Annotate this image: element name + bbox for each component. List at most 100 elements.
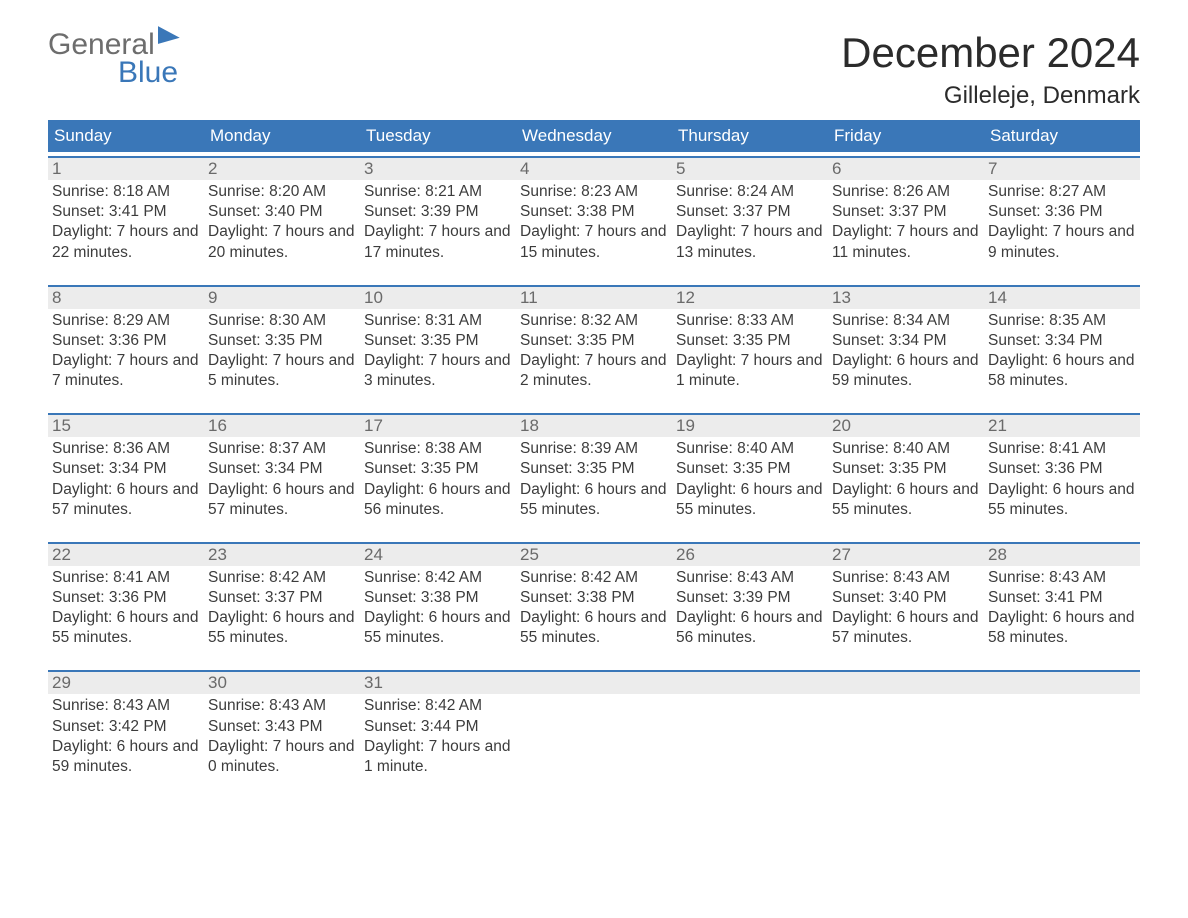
sunrise-text: Sunrise: 8:41 AM	[988, 439, 1136, 459]
sunrise-text: Sunrise: 8:27 AM	[988, 182, 1136, 202]
location: Gilleleje, Denmark	[841, 82, 1140, 110]
day-cell: 6Sunrise: 8:26 AMSunset: 3:37 PMDaylight…	[828, 158, 984, 281]
flag-icon	[158, 26, 180, 44]
week-row: 15Sunrise: 8:36 AMSunset: 3:34 PMDayligh…	[48, 413, 1140, 538]
day-number: 24	[360, 544, 516, 566]
day-number: 3	[360, 158, 516, 180]
daylight-text: Daylight: 6 hours and 55 minutes.	[364, 608, 512, 648]
sunset-text: Sunset: 3:35 PM	[364, 459, 512, 479]
sunrise-text: Sunrise: 8:30 AM	[208, 311, 356, 331]
sunset-text: Sunset: 3:40 PM	[832, 588, 980, 608]
sunset-text: Sunset: 3:37 PM	[676, 202, 824, 222]
title-block: December 2024 Gilleleje, Denmark	[841, 30, 1140, 110]
daylight-text: Daylight: 6 hours and 58 minutes.	[988, 608, 1136, 648]
sunset-text: Sunset: 3:36 PM	[52, 331, 200, 351]
day-body: Sunrise: 8:36 AMSunset: 3:34 PMDaylight:…	[48, 437, 204, 520]
day-cell-empty	[828, 672, 984, 795]
sunrise-text: Sunrise: 8:24 AM	[676, 182, 824, 202]
daylight-text: Daylight: 6 hours and 57 minutes.	[52, 480, 200, 520]
day-cell: 2Sunrise: 8:20 AMSunset: 3:40 PMDaylight…	[204, 158, 360, 281]
sunset-text: Sunset: 3:35 PM	[676, 459, 824, 479]
sunset-text: Sunset: 3:38 PM	[520, 202, 668, 222]
sunrise-text: Sunrise: 8:32 AM	[520, 311, 668, 331]
day-cell: 19Sunrise: 8:40 AMSunset: 3:35 PMDayligh…	[672, 415, 828, 538]
day-body: Sunrise: 8:26 AMSunset: 3:37 PMDaylight:…	[828, 180, 984, 263]
sunrise-text: Sunrise: 8:21 AM	[364, 182, 512, 202]
daylight-text: Daylight: 6 hours and 58 minutes.	[988, 351, 1136, 391]
sunset-text: Sunset: 3:38 PM	[364, 588, 512, 608]
sunset-text: Sunset: 3:39 PM	[676, 588, 824, 608]
daylight-text: Daylight: 7 hours and 5 minutes.	[208, 351, 356, 391]
day-number: 7	[984, 158, 1140, 180]
daylight-text: Daylight: 7 hours and 0 minutes.	[208, 737, 356, 777]
day-number: 26	[672, 544, 828, 566]
day-body: Sunrise: 8:23 AMSunset: 3:38 PMDaylight:…	[516, 180, 672, 263]
day-cell: 14Sunrise: 8:35 AMSunset: 3:34 PMDayligh…	[984, 287, 1140, 410]
daylight-text: Daylight: 7 hours and 1 minute.	[676, 351, 824, 391]
sunrise-text: Sunrise: 8:43 AM	[832, 568, 980, 588]
day-cell: 22Sunrise: 8:41 AMSunset: 3:36 PMDayligh…	[48, 544, 204, 667]
sunset-text: Sunset: 3:37 PM	[832, 202, 980, 222]
day-body: Sunrise: 8:30 AMSunset: 3:35 PMDaylight:…	[204, 309, 360, 392]
day-number: 5	[672, 158, 828, 180]
day-cell: 4Sunrise: 8:23 AMSunset: 3:38 PMDaylight…	[516, 158, 672, 281]
sunset-text: Sunset: 3:41 PM	[988, 588, 1136, 608]
sunrise-text: Sunrise: 8:36 AM	[52, 439, 200, 459]
daylight-text: Daylight: 7 hours and 15 minutes.	[520, 222, 668, 262]
day-body: Sunrise: 8:34 AMSunset: 3:34 PMDaylight:…	[828, 309, 984, 392]
day-number: 17	[360, 415, 516, 437]
sunset-text: Sunset: 3:42 PM	[52, 717, 200, 737]
day-cell: 27Sunrise: 8:43 AMSunset: 3:40 PMDayligh…	[828, 544, 984, 667]
sunrise-text: Sunrise: 8:29 AM	[52, 311, 200, 331]
daylight-text: Daylight: 6 hours and 55 minutes.	[208, 608, 356, 648]
daylight-text: Daylight: 6 hours and 59 minutes.	[832, 351, 980, 391]
brand-word-2: Blue	[118, 58, 180, 88]
week-row: 1Sunrise: 8:18 AMSunset: 3:41 PMDaylight…	[48, 156, 1140, 281]
day-body: Sunrise: 8:33 AMSunset: 3:35 PMDaylight:…	[672, 309, 828, 392]
day-body: Sunrise: 8:38 AMSunset: 3:35 PMDaylight:…	[360, 437, 516, 520]
day-body: Sunrise: 8:37 AMSunset: 3:34 PMDaylight:…	[204, 437, 360, 520]
day-cell: 28Sunrise: 8:43 AMSunset: 3:41 PMDayligh…	[984, 544, 1140, 667]
daylight-text: Daylight: 6 hours and 55 minutes.	[52, 608, 200, 648]
daylight-text: Daylight: 7 hours and 2 minutes.	[520, 351, 668, 391]
daylight-text: Daylight: 7 hours and 13 minutes.	[676, 222, 824, 262]
day-number: 18	[516, 415, 672, 437]
day-body: Sunrise: 8:42 AMSunset: 3:38 PMDaylight:…	[360, 566, 516, 649]
day-cell: 1Sunrise: 8:18 AMSunset: 3:41 PMDaylight…	[48, 158, 204, 281]
day-number	[984, 672, 1140, 694]
sunset-text: Sunset: 3:34 PM	[988, 331, 1136, 351]
daylight-text: Daylight: 6 hours and 56 minutes.	[676, 608, 824, 648]
day-number: 11	[516, 287, 672, 309]
day-body: Sunrise: 8:43 AMSunset: 3:42 PMDaylight:…	[48, 694, 204, 777]
day-number: 16	[204, 415, 360, 437]
day-number: 28	[984, 544, 1140, 566]
sunrise-text: Sunrise: 8:31 AM	[364, 311, 512, 331]
brand-logo: General Blue	[48, 30, 180, 88]
day-of-week: Thursday	[672, 120, 828, 152]
day-body: Sunrise: 8:43 AMSunset: 3:41 PMDaylight:…	[984, 566, 1140, 649]
day-number: 4	[516, 158, 672, 180]
day-number: 23	[204, 544, 360, 566]
sunset-text: Sunset: 3:44 PM	[364, 717, 512, 737]
sunrise-text: Sunrise: 8:43 AM	[676, 568, 824, 588]
day-cell: 31Sunrise: 8:42 AMSunset: 3:44 PMDayligh…	[360, 672, 516, 795]
sunrise-text: Sunrise: 8:43 AM	[988, 568, 1136, 588]
day-number: 9	[204, 287, 360, 309]
day-body: Sunrise: 8:35 AMSunset: 3:34 PMDaylight:…	[984, 309, 1140, 392]
day-cell: 21Sunrise: 8:41 AMSunset: 3:36 PMDayligh…	[984, 415, 1140, 538]
daylight-text: Daylight: 6 hours and 55 minutes.	[676, 480, 824, 520]
day-cell: 20Sunrise: 8:40 AMSunset: 3:35 PMDayligh…	[828, 415, 984, 538]
daylight-text: Daylight: 7 hours and 17 minutes.	[364, 222, 512, 262]
day-cell-empty	[672, 672, 828, 795]
day-cell-empty	[516, 672, 672, 795]
day-body: Sunrise: 8:18 AMSunset: 3:41 PMDaylight:…	[48, 180, 204, 263]
day-number: 27	[828, 544, 984, 566]
sunset-text: Sunset: 3:35 PM	[520, 331, 668, 351]
sunset-text: Sunset: 3:36 PM	[52, 588, 200, 608]
day-number: 25	[516, 544, 672, 566]
daylight-text: Daylight: 6 hours and 55 minutes.	[832, 480, 980, 520]
day-cell: 26Sunrise: 8:43 AMSunset: 3:39 PMDayligh…	[672, 544, 828, 667]
day-cell: 5Sunrise: 8:24 AMSunset: 3:37 PMDaylight…	[672, 158, 828, 281]
day-cell: 24Sunrise: 8:42 AMSunset: 3:38 PMDayligh…	[360, 544, 516, 667]
day-of-week: Saturday	[984, 120, 1140, 152]
